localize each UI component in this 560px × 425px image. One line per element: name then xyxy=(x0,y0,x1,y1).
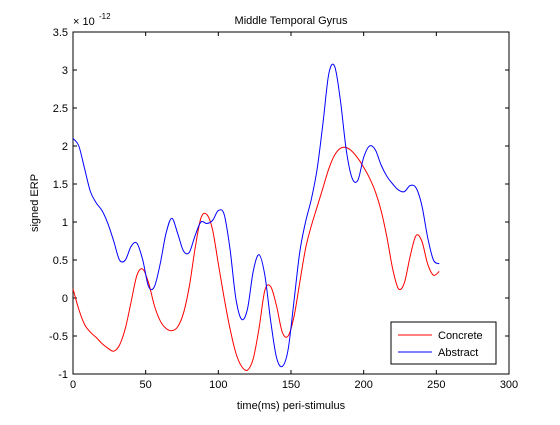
y-axis-ticks: -1 -0.5 0 0.5 1 1.5 2 2.5 3 3.5 xyxy=(49,27,509,381)
y-tick-label: 1.5 xyxy=(53,179,68,191)
legend-label-concrete: Concrete xyxy=(438,330,483,342)
y-tick-label: 2 xyxy=(62,141,68,153)
y-exponent-power: -12 xyxy=(99,12,111,21)
y-axis-label: signed ERP xyxy=(29,174,41,232)
y-tick-label: 3 xyxy=(62,65,68,77)
series-line-concrete xyxy=(72,146,440,372)
y-exponent-base: × 10 xyxy=(73,16,95,28)
x-tick-label: 0 xyxy=(70,379,76,391)
series-lines xyxy=(72,63,440,372)
x-tick-label: 250 xyxy=(427,379,445,391)
y-tick-label: 0.5 xyxy=(53,255,68,267)
legend-label-abstract: Abstract xyxy=(438,347,478,359)
y-tick-label: -1 xyxy=(58,369,68,381)
x-tick-label: 100 xyxy=(209,379,227,391)
x-tick-label: 300 xyxy=(500,379,518,391)
y-tick-label: 3.5 xyxy=(53,27,68,39)
y-tick-label: 1 xyxy=(62,217,68,229)
chart-title: Middle Temporal Gyrus xyxy=(235,15,348,27)
legend-box xyxy=(390,321,497,365)
legend: Concrete Abstract xyxy=(390,321,497,365)
x-axis-ticks: 0 50 100 150 200 250 300 xyxy=(70,32,518,391)
y-tick-label: 0 xyxy=(62,293,68,305)
x-axis-label: time(ms) peri-stimulus xyxy=(237,400,346,412)
x-tick-label: 50 xyxy=(140,379,152,391)
x-tick-label: 150 xyxy=(282,379,300,391)
y-tick-label: 2.5 xyxy=(53,103,68,115)
series-line-abstract xyxy=(72,63,440,368)
y-tick-label: -0.5 xyxy=(49,331,68,343)
x-tick-label: 200 xyxy=(354,379,372,391)
plot-area xyxy=(72,31,510,375)
